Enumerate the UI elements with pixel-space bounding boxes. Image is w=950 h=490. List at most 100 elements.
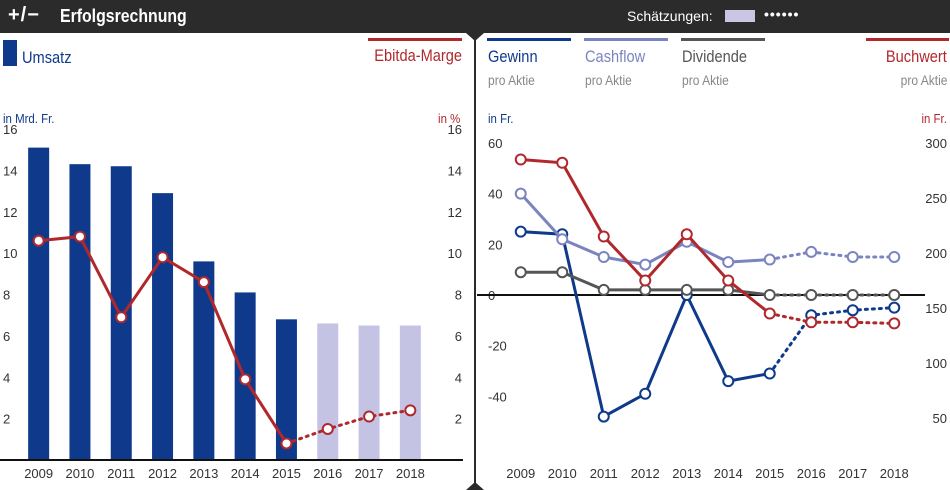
right-x-tick-label: 2012 (631, 466, 660, 481)
cashflow-point (846, 251, 859, 263)
left-unit-umsatz: in Mrd. Fr. (3, 111, 55, 126)
left-x-tick-label: 2018 (396, 466, 425, 481)
right-x-tick-label: 2010 (548, 466, 577, 481)
estimate-dots: •••••• (764, 6, 800, 22)
legend-cashflow: Cashflow (585, 47, 646, 66)
left-y2-tick-label: 8 (455, 288, 462, 303)
right-x-tick-label: 2009 (506, 466, 535, 481)
left-x-tick-label: 2013 (189, 466, 218, 481)
left-y2-tick-label: 6 (455, 329, 462, 344)
left-y-tick-label: 4 (3, 370, 10, 385)
cashflow-point (888, 251, 901, 263)
dividende-point (597, 283, 610, 296)
left-y2-tick-label: 2 (455, 412, 462, 427)
left-x-tick-label: 2016 (313, 466, 342, 481)
left-unit-ebitda: in % (437, 111, 460, 126)
dividende-point (514, 266, 527, 279)
left-y2-tick-label: 14 (448, 163, 462, 178)
left-y2-tick-label: 4 (455, 370, 462, 385)
left-x-tick-label: 2009 (24, 466, 53, 481)
cashflow-point (722, 256, 735, 269)
left-x-tick-label: 2017 (355, 466, 384, 481)
umsatz-bar (399, 325, 421, 460)
ebitda-point (239, 373, 252, 386)
buchwert-point (846, 316, 859, 329)
cashflow-point (514, 187, 527, 200)
ebitda-point (73, 230, 86, 243)
legend-buchwert-line (866, 38, 949, 41)
right-y2-tick-label: 100 (925, 356, 947, 371)
gewinn-point (597, 410, 610, 423)
estimate-swatch (725, 10, 755, 22)
left-x-tick-label: 2015 (272, 466, 301, 481)
ebitda-point (321, 422, 334, 435)
right-y-tick-label: 20 (488, 237, 502, 252)
buchwert-point (763, 307, 776, 320)
right-y2-tick-label: 200 (925, 246, 947, 261)
ebitda-point (197, 276, 210, 289)
expand-collapse-toggle[interactable]: +/− (8, 4, 40, 26)
ebitda-point (156, 251, 169, 264)
buchwert-point (680, 228, 693, 241)
ebitda-point (32, 234, 45, 247)
left-x-tick-label: 2010 (65, 466, 94, 481)
left-y-tick-label: 6 (3, 329, 10, 344)
gewinn-point (514, 225, 527, 238)
cashflow-point (763, 253, 776, 266)
legend-umsatz: Umsatz (22, 48, 72, 67)
ebitda-point (115, 311, 128, 324)
legend-buchwert-sub: pro Aktie (900, 72, 947, 88)
ebitda-point (404, 404, 417, 417)
left-y2-tick-label: 10 (448, 246, 462, 261)
umsatz-bar (193, 261, 215, 460)
cashflow-point (597, 251, 610, 263)
left-y-tick-label: 8 (3, 288, 10, 303)
left-y-tick-label: 14 (3, 163, 17, 178)
ebitda-point (363, 410, 376, 423)
buchwert-point (639, 274, 652, 287)
right-x-tick-label: 2015 (755, 466, 784, 481)
gewinn-point (888, 301, 901, 314)
left-y-tick-label: 12 (3, 205, 17, 220)
left-y-tick-label: 16 (3, 122, 17, 137)
gewinn-line-estimate (768, 306, 896, 376)
gewinn-point (846, 304, 859, 317)
legend-ebitda-line (368, 38, 462, 41)
right-y2-tick-label: 250 (925, 191, 947, 206)
right-unit-left: in Fr. (488, 111, 514, 126)
legend-gewinn: Gewinn (488, 47, 538, 66)
left-y2-tick-label: 16 (448, 122, 462, 137)
dividende-point (763, 289, 776, 301)
legend-ebitda: Ebitda-Marge (374, 46, 462, 65)
legend-dividende-sub: pro Aktie (682, 72, 729, 88)
right-x-tick-label: 2018 (880, 466, 909, 481)
right-y2-tick-label: 300 (925, 136, 947, 151)
buchwert-line-estimate (768, 312, 896, 325)
cashflow-point (639, 258, 652, 271)
umsatz-bar (358, 325, 380, 460)
left-y-tick-label: 10 (3, 246, 17, 261)
gewinn-point (722, 375, 735, 388)
umsatz-bar (275, 319, 297, 460)
buchwert-point (597, 230, 610, 243)
umsatz-bar (28, 147, 50, 460)
ebitda-line-estimate (284, 408, 412, 445)
left-x-tick-label: 2012 (148, 466, 177, 481)
cashflow-line (519, 192, 770, 267)
right-x-tick-label: 2013 (672, 466, 701, 481)
right-y2-tick-label: 50 (933, 411, 947, 426)
legend-cashflow-sub: pro Aktie (585, 72, 632, 88)
dividende-point (556, 266, 569, 279)
left-y2-tick-label: 12 (448, 205, 462, 220)
buchwert-point (805, 316, 818, 329)
umsatz-swatch (3, 40, 17, 66)
legend-cashflow-line (584, 38, 668, 41)
divider-notch-top (466, 33, 484, 41)
right-y2-tick-label: 150 (925, 301, 947, 316)
buchwert-point (556, 156, 569, 169)
right-x-tick-label: 2011 (590, 466, 618, 481)
cashflow-point (805, 245, 818, 258)
legend-gewinn-line (487, 38, 571, 41)
panel-divider (474, 33, 476, 490)
